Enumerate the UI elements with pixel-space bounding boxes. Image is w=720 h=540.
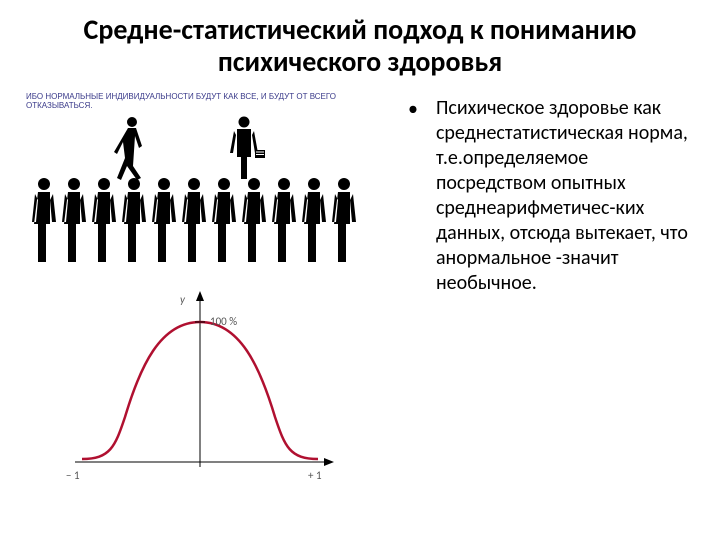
page-title: Средне-статистический подход к пониманию…	[0, 0, 720, 88]
content-row: ИБО НОРМАЛЬНЫЕ ИНДИВИДУАЛЬНОСТИ БУДУТ КА…	[0, 88, 720, 502]
leader-figure	[230, 117, 265, 180]
right-column: • Психическое здоровье как среднестатист…	[390, 88, 700, 502]
bullet-marker: •	[408, 96, 418, 502]
bell-curve-chart: y 100 % − 1 + 1	[20, 281, 390, 502]
x-left-label: − 1	[66, 469, 80, 482]
x-right-label: + 1	[308, 469, 322, 482]
people-row	[32, 117, 356, 263]
walking-figure	[114, 117, 142, 180]
body-text: Психическое здоровье как среднестатистич…	[436, 96, 700, 502]
left-column: ИБО НОРМАЛЬНЫЕ ИНДИВИДУАЛЬНОСТИ БУДУТ КА…	[20, 88, 390, 502]
image-caption: ИБО НОРМАЛЬНЫЕ ИНДИВИДУАЛЬНОСТИ БУДУТ КА…	[20, 88, 390, 116]
people-silhouette-image	[20, 116, 370, 276]
y-axis-label: y	[180, 293, 186, 306]
chart-axes	[75, 291, 334, 467]
y-tick-label: 100 %	[210, 315, 237, 328]
